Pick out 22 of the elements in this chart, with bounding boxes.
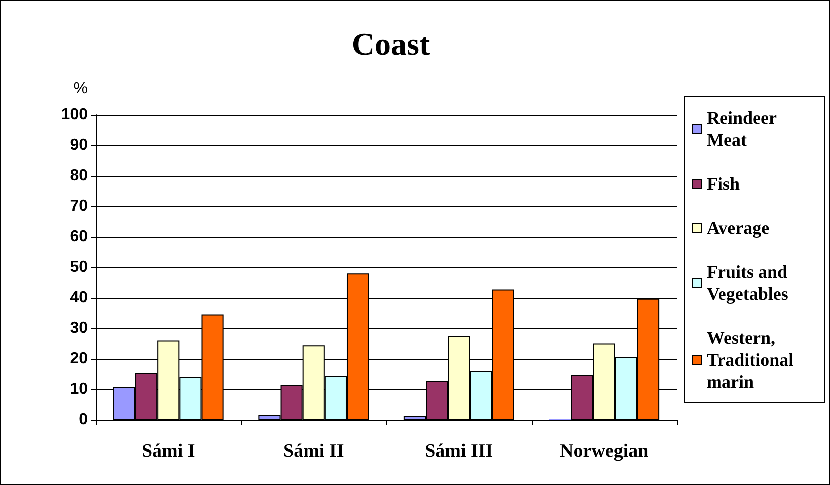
- y-tick-label: 10: [70, 381, 88, 398]
- legend-label: Fish: [707, 174, 740, 194]
- x-tick-label: Sámi I: [142, 441, 196, 462]
- y-tick-label: 20: [70, 350, 88, 368]
- legend-label: Western, Traditional marin: [707, 328, 798, 392]
- x-tick-label: Sámi II: [284, 441, 344, 462]
- y-axis-title: %: [74, 80, 88, 98]
- y-tick-label: 30: [70, 320, 88, 337]
- x-tick-label: Sámi III: [425, 441, 494, 462]
- y-tick-label: 50: [70, 259, 88, 276]
- y-tick-label: 40: [70, 290, 88, 306]
- legend-label: Average: [707, 218, 770, 238]
- y-tick-label: 0: [79, 412, 88, 428]
- y-tick-label: 100: [61, 106, 88, 124]
- y-tick-label: 90: [70, 137, 88, 154]
- legend-label: Fruits and Vegetables: [707, 262, 792, 304]
- legend-label: Reindeer Meat: [707, 108, 782, 150]
- y-tick-label: 80: [70, 168, 88, 184]
- y-tick-label: 70: [70, 198, 88, 215]
- chart-title: Coast: [352, 26, 430, 62]
- y-tick-label: 60: [70, 228, 88, 246]
- x-tick-label: Norwegian: [560, 441, 650, 462]
